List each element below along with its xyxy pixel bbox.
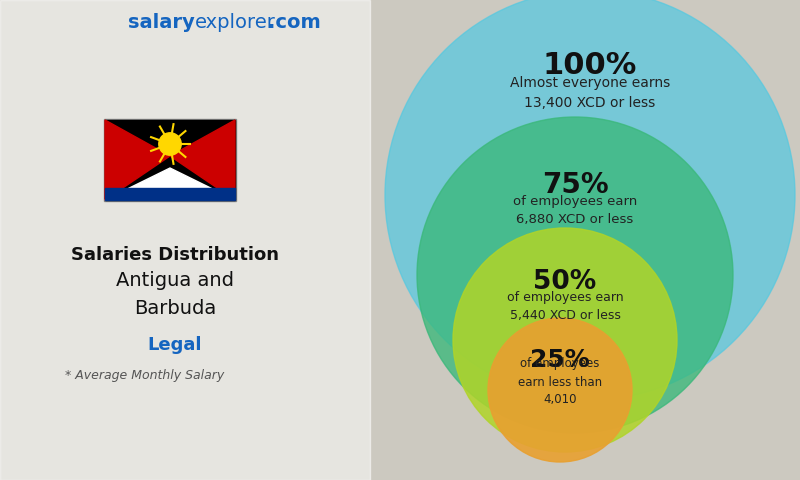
Ellipse shape	[417, 117, 733, 433]
Text: salary: salary	[128, 12, 195, 32]
Text: explorer: explorer	[195, 12, 276, 32]
Polygon shape	[170, 120, 235, 200]
Text: 25%: 25%	[530, 348, 590, 372]
Ellipse shape	[453, 228, 677, 452]
Text: 50%: 50%	[534, 269, 597, 295]
Text: of employees earn
6,880 XCD or less: of employees earn 6,880 XCD or less	[513, 195, 637, 227]
Text: Salaries Distribution: Salaries Distribution	[71, 246, 279, 264]
Ellipse shape	[158, 133, 182, 155]
Bar	[0, 0, 370, 480]
Bar	[105, 188, 235, 200]
Text: 100%: 100%	[543, 50, 637, 80]
Text: * Average Monthly Salary: * Average Monthly Salary	[66, 369, 225, 382]
Bar	[105, 120, 235, 200]
Text: Antigua and
Barbuda: Antigua and Barbuda	[116, 272, 234, 319]
Polygon shape	[105, 168, 235, 200]
Ellipse shape	[488, 318, 632, 462]
Text: .com: .com	[268, 12, 321, 32]
Polygon shape	[105, 120, 170, 200]
Text: Legal: Legal	[148, 336, 202, 354]
Text: of employees earn
5,440 XCD or less: of employees earn 5,440 XCD or less	[506, 290, 623, 322]
Text: of employees
earn less than
4,010: of employees earn less than 4,010	[518, 358, 602, 407]
Ellipse shape	[385, 0, 795, 400]
Text: Almost everyone earns
13,400 XCD or less: Almost everyone earns 13,400 XCD or less	[510, 76, 670, 110]
Bar	[104, 119, 236, 201]
Text: 75%: 75%	[542, 171, 608, 199]
